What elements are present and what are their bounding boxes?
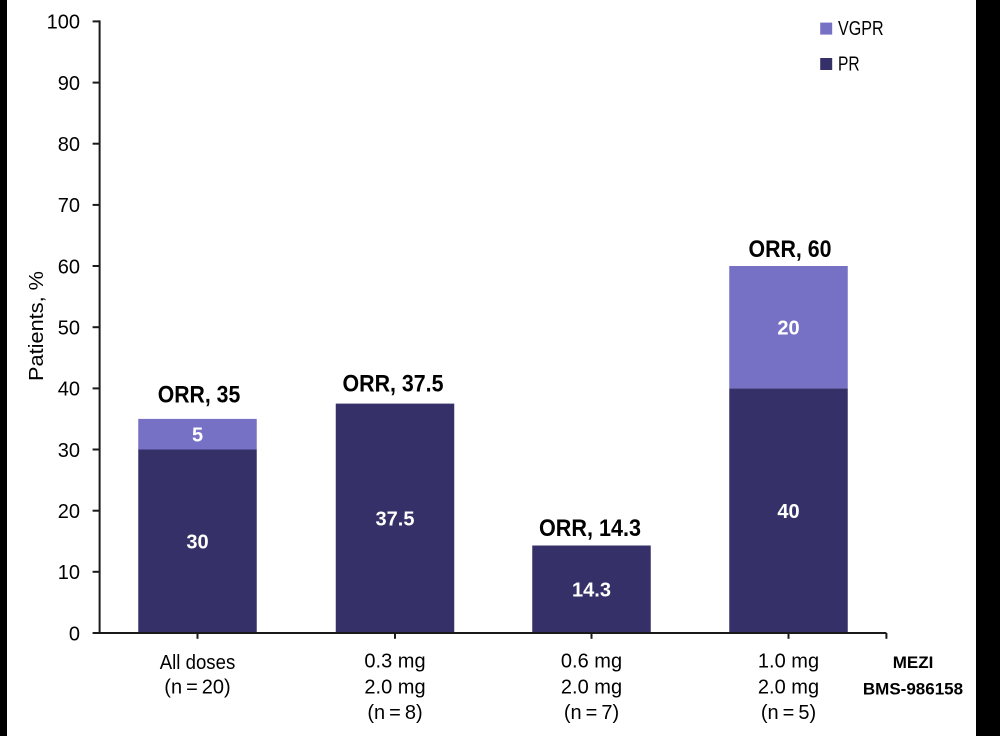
svg-text:100: 100 xyxy=(47,12,80,34)
svg-text:30: 30 xyxy=(186,532,208,554)
svg-text:PR: PR xyxy=(838,53,860,75)
svg-text:40: 40 xyxy=(777,501,799,523)
svg-text:30: 30 xyxy=(58,440,80,462)
svg-text:VGPR: VGPR xyxy=(838,18,884,40)
svg-text:(n = 20): (n = 20) xyxy=(164,676,230,698)
svg-text:5: 5 xyxy=(192,425,203,447)
svg-text:0.3 mg: 0.3 mg xyxy=(364,651,425,673)
svg-text:0: 0 xyxy=(69,623,80,645)
svg-text:80: 80 xyxy=(58,134,80,156)
svg-text:20: 20 xyxy=(58,501,80,523)
svg-text:Patients, %: Patients, % xyxy=(26,271,48,381)
svg-text:10: 10 xyxy=(58,562,80,584)
svg-text:ORR, 37.5: ORR, 37.5 xyxy=(343,371,444,398)
svg-text:37.5: 37.5 xyxy=(376,509,415,531)
svg-text:ORR, 14.3: ORR, 14.3 xyxy=(539,515,641,542)
svg-text:0.6 mg: 0.6 mg xyxy=(561,651,622,673)
svg-text:All doses: All doses xyxy=(160,652,236,674)
svg-text:2.0 mg: 2.0 mg xyxy=(364,676,425,698)
svg-text:2.0 mg: 2.0 mg xyxy=(758,676,819,698)
svg-text:70: 70 xyxy=(58,195,80,217)
svg-text:14.3: 14.3 xyxy=(572,580,611,602)
svg-text:90: 90 xyxy=(58,73,80,95)
svg-text:ORR, 60: ORR, 60 xyxy=(749,236,832,263)
svg-text:BMS-986158: BMS-986158 xyxy=(863,680,963,699)
svg-text:(n = 5): (n = 5) xyxy=(761,702,816,724)
svg-text:20: 20 xyxy=(777,318,799,340)
svg-text:ORR, 35: ORR, 35 xyxy=(158,382,241,409)
svg-text:(n = 7): (n = 7) xyxy=(564,702,619,724)
svg-text:2.0 mg: 2.0 mg xyxy=(561,676,622,698)
svg-text:1.0 mg: 1.0 mg xyxy=(758,651,819,673)
svg-text:MEZI: MEZI xyxy=(893,653,934,672)
svg-text:40: 40 xyxy=(58,379,80,401)
svg-text:60: 60 xyxy=(58,256,80,278)
svg-text:50: 50 xyxy=(58,318,80,340)
svg-text:(n = 8): (n = 8) xyxy=(367,702,422,724)
